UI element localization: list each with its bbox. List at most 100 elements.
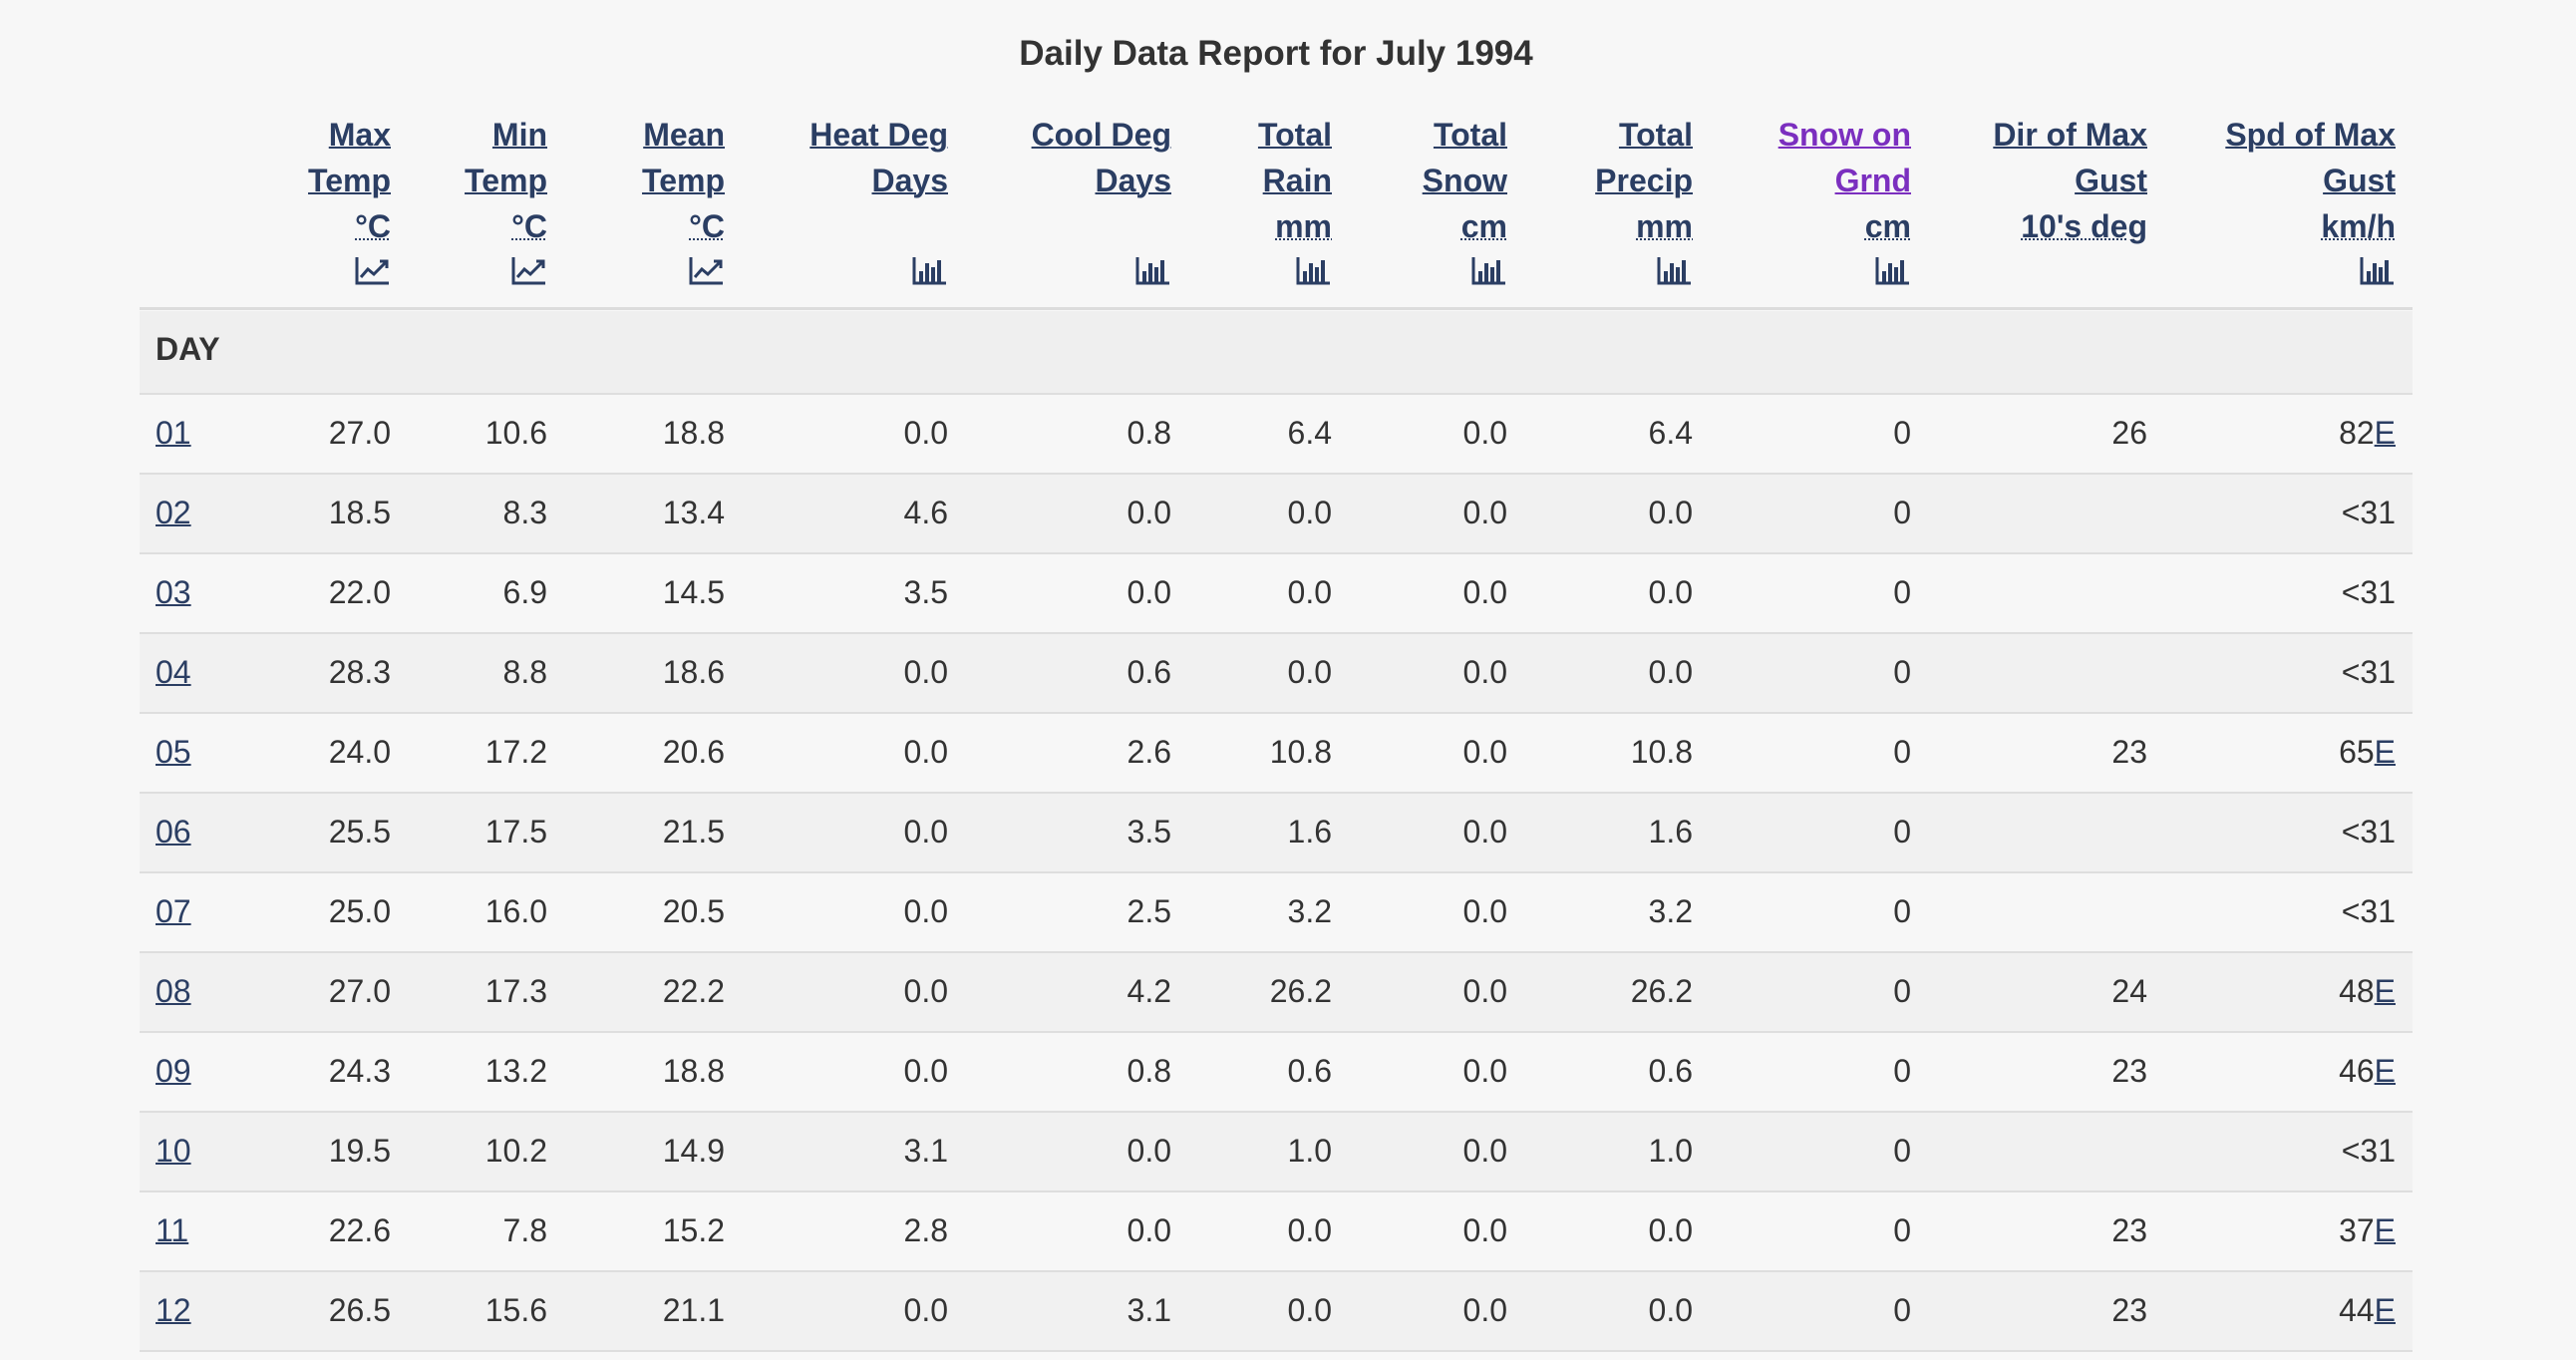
cell-value: 0.0 [1287, 574, 1332, 610]
estimated-flag-link[interactable]: E [2374, 973, 2396, 1009]
line-chart-icon[interactable] [511, 255, 547, 285]
bar-chart-icon[interactable] [1471, 255, 1507, 285]
table-row: 11 22.6 7.8 15.2 2.8 0.0 0.0 0.0 0.0 0 23 37E [140, 1192, 2413, 1272]
column-header-link[interactable]: Heat Deg [809, 117, 948, 153]
column-header-link[interactable]: Grnd [1834, 163, 1911, 198]
table-cell: 17.5 [485, 814, 547, 850]
column-header-link[interactable]: Spd of Max [2225, 117, 2396, 153]
estimated-flag-link[interactable]: E [2374, 415, 2396, 451]
table-cell: 0 [1893, 1053, 1911, 1090]
cell-value: 4.6 [903, 495, 948, 530]
table-cell: 0.0 [1127, 1212, 1171, 1249]
table-cell: 0.0 [904, 1053, 948, 1090]
day-link[interactable]: 11 [156, 1212, 189, 1248]
cell-value: 0.0 [903, 415, 948, 451]
table-row: 04 28.3 8.8 18.6 0.0 0.6 0.0 0.0 0.0 0 <31 [140, 634, 2413, 714]
column-header-link[interactable]: Temp [642, 163, 725, 198]
day-link[interactable]: 08 [156, 973, 191, 1009]
cell-value: 24.0 [328, 734, 391, 770]
column-header-link[interactable]: Gust [2075, 163, 2147, 198]
cell-value: 0.0 [1462, 574, 1507, 610]
day-link[interactable]: 05 [156, 734, 191, 770]
table-cell: 24.3 [329, 1053, 391, 1090]
column-header-link[interactable]: Gust [2323, 163, 2396, 198]
table-cell: 0.8 [1127, 415, 1171, 452]
column-header-link[interactable]: Precip [1595, 163, 1693, 198]
cell-value: 23 [2111, 1212, 2147, 1248]
cell-value: 0.0 [1462, 1292, 1507, 1328]
day-link[interactable]: 02 [156, 495, 191, 530]
table-cell: 10.6 [485, 415, 547, 452]
table-cell: 0 [1893, 893, 1911, 930]
estimated-flag-link[interactable]: E [2374, 1292, 2396, 1328]
bar-chart-icon[interactable] [1296, 255, 1332, 285]
bar-chart-icon[interactable] [912, 255, 948, 285]
column-header-link[interactable]: Total [1433, 117, 1507, 153]
cell-value: 17.3 [484, 973, 547, 1009]
estimated-flag-link[interactable]: E [2374, 734, 2396, 770]
column-header-link[interactable]: Days [871, 163, 949, 198]
cell-value: 0.6 [1127, 654, 1171, 690]
day-link[interactable]: 12 [156, 1292, 191, 1328]
cell-value: 0.0 [903, 1292, 948, 1328]
line-chart-icon[interactable] [689, 255, 725, 285]
day-link[interactable]: 04 [156, 654, 191, 690]
table-cell: 0.0 [1463, 1053, 1507, 1090]
table-row: 05 24.0 17.2 20.6 0.0 2.6 10.8 0.0 10.8 0 23 65E [140, 714, 2413, 794]
cell-value: 14.5 [662, 574, 725, 610]
column-header-link[interactable]: Cool Deg [1031, 117, 1171, 153]
column-header-link[interactable]: Temp [465, 163, 547, 198]
bar-chart-icon[interactable] [2360, 255, 2396, 285]
cell-value: 0.0 [1127, 574, 1171, 610]
column-header-link[interactable]: Temp [308, 163, 391, 198]
table-cell: 20.6 [663, 734, 725, 771]
bar-chart-icon[interactable] [1875, 255, 1911, 285]
table-cell: 27.0 [329, 415, 391, 452]
table-cell: 0.0 [1463, 654, 1507, 691]
table-cell: 0.0 [1288, 574, 1332, 611]
table-cell: <31 [2342, 893, 2396, 930]
cell-value: 0 [1893, 574, 1911, 610]
day-link[interactable]: 06 [156, 814, 191, 850]
cell-value: 0.0 [1127, 1212, 1171, 1248]
table-cell: 0 [1893, 814, 1911, 850]
table-cell: 82E [2339, 415, 2396, 452]
cell-value: 3.2 [1287, 893, 1332, 929]
column-header-link[interactable]: Snow [1422, 163, 1507, 198]
bar-chart-icon[interactable] [1657, 255, 1693, 285]
estimated-flag-link[interactable]: E [2374, 1212, 2396, 1248]
column-header-link[interactable]: Total [1257, 117, 1332, 153]
day-link[interactable]: 09 [156, 1053, 191, 1089]
day-link[interactable]: 07 [156, 893, 191, 929]
cell-value: 0 [1893, 1292, 1911, 1328]
cell-value: 3.1 [1127, 1292, 1171, 1328]
cell-value: 10.8 [1630, 734, 1693, 770]
bar-chart-icon[interactable] [1135, 255, 1171, 285]
column-header-link[interactable]: Days [1095, 163, 1172, 198]
cell-value: 23 [2111, 1053, 2147, 1089]
column-header-link[interactable]: Rain [1262, 163, 1332, 198]
table-cell: 0 [1893, 1212, 1911, 1249]
column-header-link[interactable]: Dir of Max [1993, 117, 2147, 153]
column-header-link[interactable]: Total [1618, 117, 1693, 153]
table-row: 02 18.5 8.3 13.4 4.6 0.0 0.0 0.0 0.0 0 <31 [140, 475, 2413, 554]
cell-value: <31 [2341, 495, 2396, 530]
column-header-link[interactable]: Max [328, 117, 391, 153]
table-cell: 0.0 [1463, 1133, 1507, 1170]
day-link[interactable]: 01 [156, 415, 191, 451]
table-cell: 26.2 [1270, 973, 1332, 1010]
estimated-flag-link[interactable]: E [2374, 1053, 2396, 1089]
day-link[interactable]: 03 [156, 574, 191, 610]
day-link[interactable]: 10 [156, 1133, 191, 1169]
column-header-link[interactable]: Snow on [1777, 117, 1911, 153]
cell-value: 82 [2339, 415, 2375, 451]
column-header-link[interactable]: Min [491, 117, 547, 153]
table-cell: 10.8 [1270, 734, 1332, 771]
table-cell: 0 [1893, 973, 1911, 1010]
column-header-link[interactable]: Mean [643, 117, 725, 153]
cell-value: 17.5 [484, 814, 547, 850]
cell-value: 22.0 [328, 574, 391, 610]
cell-value: 44 [2339, 1292, 2375, 1328]
line-chart-icon[interactable] [355, 255, 391, 285]
table-row: 12 26.5 15.6 21.1 0.0 3.1 0.0 0.0 0.0 0 23 44E [140, 1272, 2413, 1352]
